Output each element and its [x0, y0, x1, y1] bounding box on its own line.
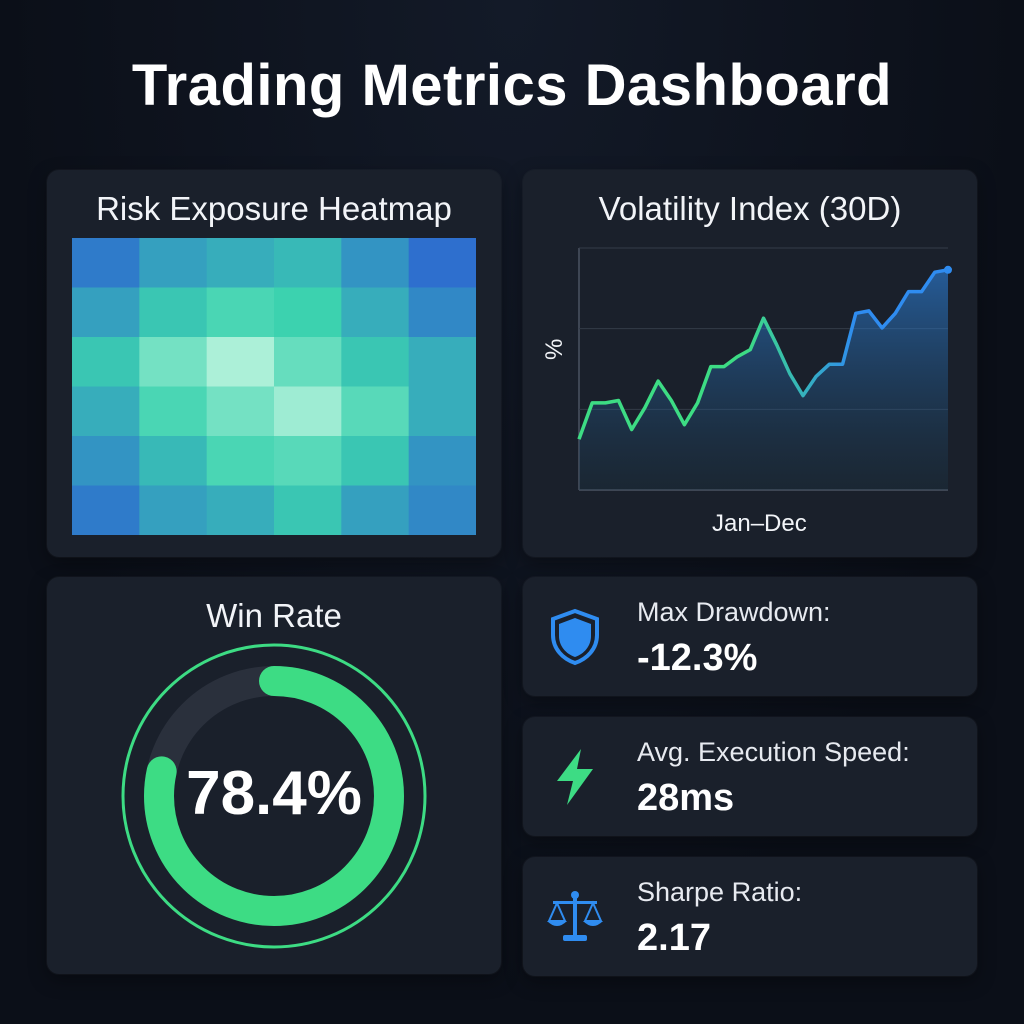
stat-value: -12.3%: [637, 637, 758, 679]
heatmap-cell: [408, 485, 476, 535]
heatmap-cell: [408, 287, 476, 338]
heatmap-cell: [341, 238, 410, 288]
heatmap-cell: [274, 287, 342, 338]
heatmap-cell: [341, 485, 410, 535]
heatmap-cell: [408, 238, 476, 288]
heatmap-cell: [72, 485, 140, 535]
heatmap-cell: [341, 337, 410, 387]
lightning-icon: [557, 749, 593, 805]
heatmap-cell: [139, 287, 208, 338]
stat-label: Avg. Execution Speed:: [637, 737, 910, 767]
volatility-title: Volatility Index (30D): [598, 190, 902, 227]
stat-card-sharpe-ratio: Sharpe Ratio: 2.17: [523, 857, 977, 976]
heatmap-cell: [341, 287, 410, 338]
volatility-card: Volatility Index (30D): [523, 170, 977, 557]
heatmap-cell: [274, 238, 342, 288]
heatmap-cell: [341, 436, 410, 486]
heatmap-cell: [274, 485, 342, 535]
chart-ylabel: %: [541, 338, 568, 360]
heatmap-card: Risk Exposure Heatmap: [47, 170, 501, 557]
risk-heatmap: [72, 238, 476, 535]
heatmap-cell: [72, 436, 140, 486]
stat-label: Max Drawdown:: [637, 597, 831, 627]
heatmap-cell: [408, 436, 476, 486]
stat-card-max-drawdown: Max Drawdown: -12.3%: [523, 577, 977, 696]
heatmap-cell: [274, 337, 342, 387]
heatmap-cell: [206, 238, 275, 288]
heatmap-cell: [139, 485, 208, 535]
page-title: Trading Metrics Dashboard: [131, 53, 893, 118]
heatmap-cell: [408, 337, 476, 387]
stat-value: 28ms: [637, 777, 735, 819]
heatmap-cell: [274, 436, 342, 486]
shield-icon: [551, 608, 599, 666]
stat-label: Sharpe Ratio:: [637, 877, 803, 907]
win-rate-value: 78.4%: [186, 759, 362, 828]
scale-icon: [547, 891, 603, 941]
heatmap-cell: [206, 436, 275, 486]
heatmap-cell: [139, 386, 208, 437]
heatmap-cell: [206, 337, 275, 387]
stat-card-execution-speed: Avg. Execution Speed: 28ms: [523, 717, 977, 836]
heatmap-cell: [206, 386, 275, 437]
heatmap-cell: [206, 485, 275, 535]
heatmap-cell: [72, 386, 140, 437]
win-rate-title: Win Rate: [206, 597, 342, 634]
heatmap-cell: [72, 337, 140, 387]
heatmap-cell: [139, 436, 208, 486]
heatmap-cell: [72, 287, 140, 338]
stat-value: 2.17: [637, 917, 711, 959]
heatmap-cell: [341, 386, 410, 437]
heatmap-cell: [139, 337, 208, 387]
heatmap-cell: [72, 238, 140, 288]
heatmap-cell: [274, 386, 342, 437]
heatmap-cell: [139, 238, 208, 288]
heatmap-cell: [206, 287, 275, 338]
chart-xlabel: Jan–Dec: [712, 510, 807, 537]
heatmap-cell: [408, 386, 476, 437]
heatmap-title: Risk Exposure Heatmap: [96, 190, 452, 227]
